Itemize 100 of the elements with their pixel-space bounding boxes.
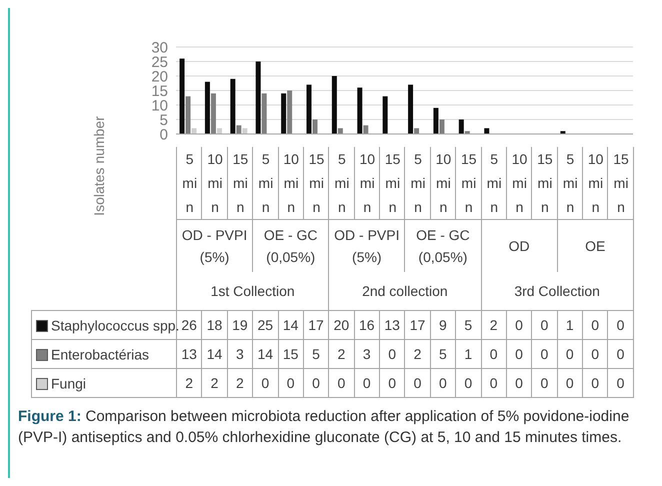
bar [236,125,242,134]
data-label: 5 [303,340,329,368]
text: OD [481,220,558,272]
data-label: 0 [506,310,532,340]
bar [382,96,388,134]
data-label: 0 [557,368,582,398]
y-tick-label: 5 [160,112,168,129]
bar [281,93,286,134]
data-label: 13 [380,310,405,340]
data-label: 0 [582,340,608,368]
y-tick-label: 30 [151,39,168,56]
x-tick-label: 10 min [202,147,228,220]
data-label: 2 [481,310,506,340]
data-label: 1 [557,310,582,340]
data-label: 0 [354,368,380,398]
legend-label: Fungi [51,376,86,392]
y-tick-label: 10 [151,97,168,114]
bar [332,76,337,134]
x-tick-label: 10 min [506,147,532,220]
x-tick-label: 15 min [532,147,558,220]
data-label: 0 [608,310,634,340]
data-label: 0 [380,340,405,368]
bar [242,128,248,134]
data-label: 0 [430,368,456,398]
data-label: 14 [202,340,228,368]
y-axis-title: Isolates number [91,115,107,218]
x-tick-label: 5 min [252,147,278,220]
data-label: 0 [582,368,608,398]
data-label: 0 [608,368,634,398]
bar [433,108,438,134]
data-label: 2 [176,368,202,398]
data-label: 0 [481,340,506,368]
data-label: 5 [430,340,456,368]
text: OD - PVPI (5%) [176,220,253,272]
data-label: 0 [404,368,430,398]
bar [312,120,318,134]
text: 3rd Collection [481,272,634,310]
text: 2nd collection [328,272,481,310]
data-label: 13 [176,340,202,368]
y-tick-label: 15 [151,82,168,100]
x-tick-label: 15 min [456,147,481,220]
bar [210,93,216,134]
data-label: 0 [481,368,506,398]
bar [306,84,312,134]
data-label: 1 [456,340,481,368]
data-label: 0 [252,368,278,398]
data-label: 0 [608,340,634,368]
data-label: 0 [328,368,354,398]
data-label: 3 [354,340,380,368]
data-label: 0 [557,340,582,368]
x-tick-label: 5 min [557,147,582,220]
x-tick-label: 5 min [176,147,202,220]
data-label: 14 [278,310,304,340]
data-label: 0 [582,310,608,340]
bar [458,120,464,134]
bar [262,93,267,134]
data-label: 20 [328,310,354,340]
bar [363,125,368,134]
x-tick-label: 15 min [608,147,634,220]
data-label: 3 [227,340,253,368]
bar [230,78,236,134]
bar [414,128,420,134]
x-tick-label: 5 min [328,147,354,220]
text: 1st Collection [176,272,329,310]
x-tick-label: 15 min [380,147,405,220]
text: OE [557,220,634,272]
x-tick-label: 15 min [227,147,253,220]
x-tick-label: 5 min [404,147,430,220]
bar [204,82,210,134]
data-label: 0 [506,340,532,368]
data-label: 18 [202,310,228,340]
bar [408,84,414,134]
x-tick-label: 10 min [278,147,304,220]
data-label: 19 [227,310,253,340]
bar [357,88,362,134]
data-label: 0 [506,368,532,398]
data-label: 0 [456,368,481,398]
text: Figure 1: Comparison between microbiota reduction after application of 5% povidone-iodine (PVP-I) antiseptics and 0.05% chlorhexidine gluconate (CG) at 5, 10 and 15 minutes times. [18,407,630,448]
text: OE - GC (0,05%) [252,220,329,272]
data-label: 17 [404,310,430,340]
data-label: 0 [303,368,329,398]
data-label: 17 [303,310,329,340]
bar [439,120,444,134]
bar [192,128,197,134]
x-tick-label: 15 min [303,147,329,220]
y-tick-label: 25 [151,54,168,71]
x-tick-label: 5 min [481,147,506,220]
data-label: 9 [430,310,456,340]
data-label: 26 [181,317,197,333]
data-label: 16 [354,310,380,340]
data-label: 0 [532,340,558,368]
bar [180,58,185,134]
bar [216,128,222,134]
legend-label: Enterobactérias [51,346,150,363]
y-tick-label: 0 [160,126,168,144]
data-label: 0 [532,368,558,398]
data-label: 5 [456,310,481,340]
text: OE - GC (0,05%) [404,220,481,272]
data-label: 15 [278,340,304,368]
x-tick-label: 10 min [430,147,456,220]
